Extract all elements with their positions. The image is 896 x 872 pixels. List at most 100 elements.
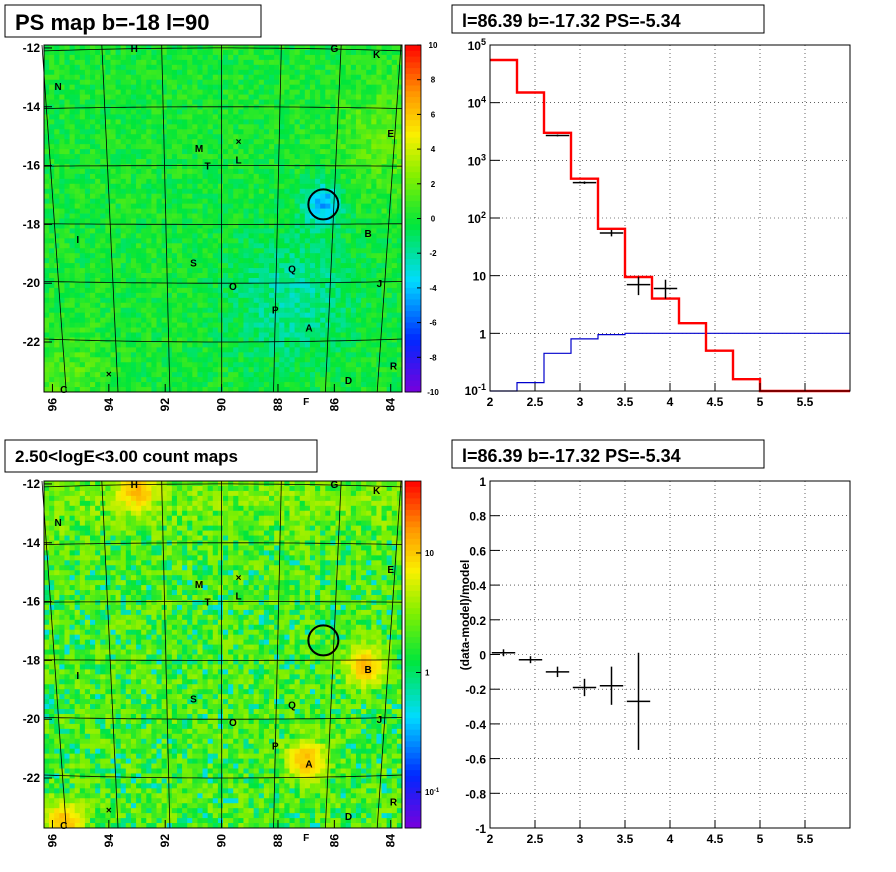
map-pixel	[151, 357, 157, 363]
map-pixel	[182, 134, 188, 140]
map-pixel	[289, 188, 295, 195]
map-pixel	[146, 49, 152, 56]
map-pixel	[202, 352, 209, 358]
map-pixel	[59, 64, 65, 71]
map-pixel	[171, 347, 178, 353]
map-pixel	[253, 337, 260, 343]
map-pixel	[207, 134, 214, 140]
map-pixel	[289, 193, 295, 200]
map-pixel	[330, 347, 336, 353]
map-pixel	[386, 372, 393, 378]
map-pixel	[350, 119, 357, 125]
map-pixel	[386, 94, 393, 100]
map-pixel	[166, 84, 173, 91]
map-pixel	[192, 347, 198, 353]
map-pixel	[299, 218, 306, 224]
map-pixel	[115, 69, 122, 76]
map-pixel	[350, 243, 357, 249]
map-pixel	[355, 282, 362, 289]
map-pixel	[263, 74, 270, 81]
map-pixel	[223, 342, 229, 348]
map-pixel	[228, 307, 234, 314]
map-pixel	[207, 188, 214, 195]
map-pixel	[217, 178, 224, 185]
map-pixel	[130, 273, 137, 279]
map-pixel	[59, 154, 65, 160]
map-pixel	[228, 297, 234, 304]
map-pixel	[90, 74, 96, 81]
map-pixel	[192, 223, 198, 229]
map-pixel	[340, 228, 347, 234]
map-pixel	[233, 49, 239, 56]
map-pixel	[350, 139, 357, 145]
map-pixel	[284, 317, 290, 323]
map-pixel	[151, 277, 157, 284]
map-pixel	[192, 233, 198, 239]
map-pixel	[125, 144, 132, 150]
map-pixel	[376, 124, 382, 130]
map-pixel	[238, 362, 244, 368]
map-pixel	[345, 387, 352, 393]
map-pixel	[396, 74, 403, 81]
map-pixel	[238, 89, 244, 95]
map-pixel	[187, 302, 193, 309]
map-pixel	[294, 253, 301, 259]
map-pixel	[44, 149, 50, 155]
map-pixel	[90, 159, 96, 165]
map-pixel	[309, 273, 316, 279]
map-pixel	[315, 253, 321, 259]
map-pixel	[361, 282, 367, 289]
map-pixel	[90, 342, 96, 348]
map-pixel	[238, 263, 244, 269]
map-pixel	[44, 208, 50, 214]
map-pixel	[59, 268, 65, 274]
map-pixel	[84, 109, 91, 115]
ps-map-title-box	[4, 4, 262, 38]
map-pixel	[187, 218, 193, 224]
map-pixel	[130, 154, 137, 160]
map-pixel	[371, 183, 377, 190]
map-pixel	[151, 163, 157, 170]
map-pixel	[304, 347, 311, 353]
map-pixel	[325, 233, 331, 239]
map-pixel	[105, 119, 111, 125]
map-pixel	[176, 109, 183, 115]
map-pixel	[64, 342, 70, 348]
map-pixel	[105, 268, 111, 274]
map-pixel	[151, 114, 157, 120]
map-pixel	[74, 74, 81, 81]
map-pixel	[197, 382, 203, 388]
map-pixel	[182, 109, 188, 115]
map-pixel	[187, 258, 193, 264]
map-pixel	[44, 357, 50, 363]
map-pixel	[355, 178, 362, 185]
map-pixel	[299, 129, 306, 135]
map-pixel	[217, 149, 224, 155]
map-pixel	[207, 292, 214, 299]
map-pixel	[44, 218, 50, 224]
map-pixel	[274, 84, 280, 91]
map-pixel	[345, 74, 352, 81]
map-pixel	[320, 119, 326, 125]
x-tick-label: 94	[102, 398, 116, 412]
map-pixel	[182, 163, 188, 170]
map-pixel	[130, 243, 137, 249]
colorbar-swatch	[405, 62, 421, 69]
map-pixel	[263, 258, 270, 264]
map-pixel	[371, 178, 377, 185]
map-pixel	[391, 54, 398, 61]
map-pixel	[284, 352, 290, 358]
map-pixel	[125, 218, 132, 224]
map-pixel	[320, 183, 326, 190]
map-pixel	[269, 377, 275, 383]
map-pixel	[182, 114, 188, 120]
map-pixel	[376, 282, 382, 289]
map-pixel	[294, 362, 301, 368]
map-pixel	[294, 49, 301, 56]
map-pixel	[202, 228, 209, 234]
map-pixel	[212, 144, 219, 150]
map-pixel	[197, 173, 203, 180]
map-pixel	[376, 129, 382, 135]
map-pixel	[115, 277, 122, 284]
